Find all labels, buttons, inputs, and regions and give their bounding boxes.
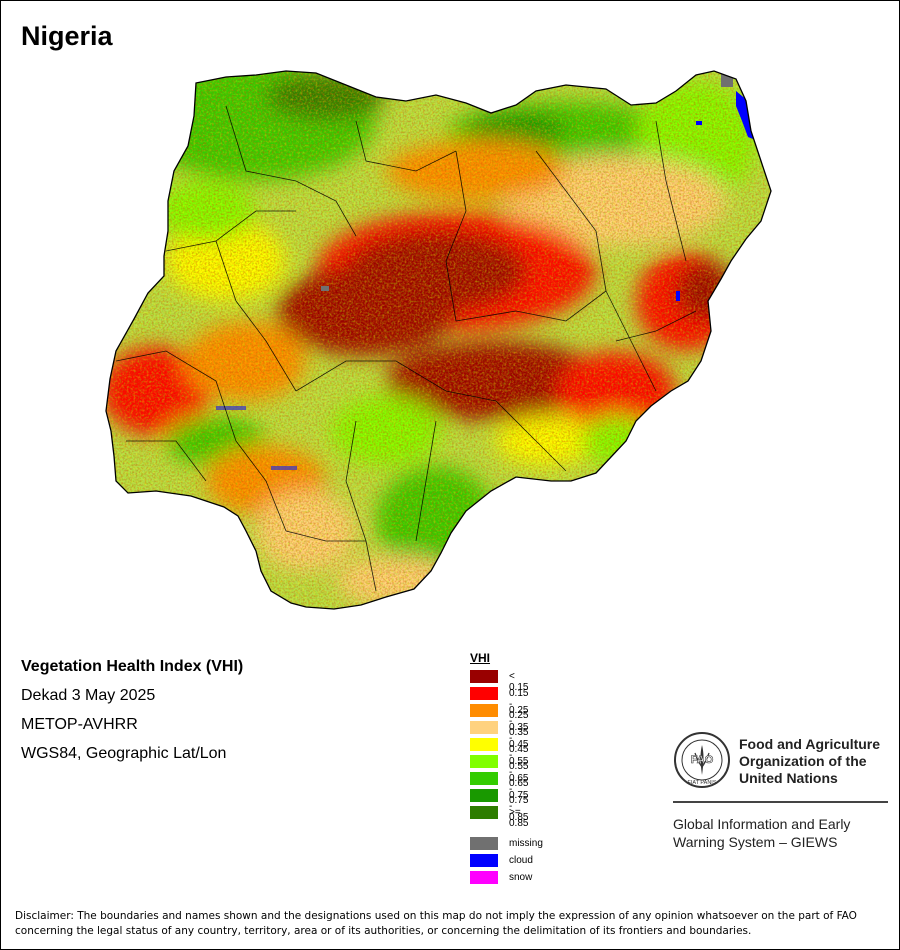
legend-swatch: [470, 670, 498, 683]
legend-label: 0.45 - 0.55: [509, 739, 529, 772]
legend-swatch: [470, 721, 498, 734]
legend-swatch: [470, 755, 498, 768]
sensor-label: METOP-AVHRR: [21, 716, 138, 733]
legend-swatch: [470, 704, 498, 717]
index-name: Vegetation Health Index (VHI): [21, 658, 244, 675]
legend-swatch: [470, 772, 498, 785]
legend-label: 0.25 - 0.35: [509, 705, 529, 738]
period-label: Dekad 3 May 2025: [21, 687, 156, 704]
legend-label: >= 0.85: [509, 807, 529, 829]
legend-label: missing: [509, 838, 543, 849]
legend-item: 0.65 - 0.75: [470, 770, 528, 806]
legend-item: 0.15 - 0.25: [470, 685, 528, 721]
legend-item: < 0.15: [470, 668, 528, 693]
fao-name: Food and Agriculture Organization of the…: [739, 736, 881, 786]
legend-label: 0.65 - 0.75: [509, 773, 529, 806]
vhi-map: [105, 70, 772, 610]
legend-swatch: [470, 854, 498, 867]
legend-label: cloud: [509, 855, 533, 866]
fao-logo-motto: FIAT PANIS: [687, 780, 716, 786]
legend-label: snow: [509, 872, 533, 883]
legend-label: 0.15 - 0.25: [509, 688, 529, 721]
legend-item: 0.35 - 0.45: [470, 719, 528, 755]
legend-swatch: [470, 738, 498, 751]
legend-item: 0.45 - 0.55: [470, 736, 528, 772]
projection-label: WGS84, Geographic Lat/Lon: [21, 745, 227, 762]
legend-item: >= 0.85: [470, 804, 528, 829]
legend-item: 0.75 - 0.85: [470, 787, 528, 823]
legend-item: cloud: [470, 852, 533, 869]
legend-title: VHI: [470, 651, 491, 665]
giews-name: Global Information and Early Warning Sys…: [673, 816, 851, 850]
legend-swatch: [470, 789, 498, 802]
legend-label: 0.55 - 0.65: [509, 756, 529, 789]
legend-classes: < 0.15 0.15 - 0.25 0.25 - 0.35 0.35 - 0.45 0…: [470, 668, 528, 829]
legend-item: 0.25 - 0.35: [470, 702, 528, 738]
legend-swatch: [470, 687, 498, 700]
disclaimer: Disclaimer: The boundaries and names sho…: [15, 910, 857, 937]
legend-item: snow: [470, 869, 532, 886]
legend-label: 0.75 - 0.85: [509, 790, 529, 823]
legend-item: 0.55 - 0.65: [470, 753, 528, 789]
legend-label: < 0.15: [509, 671, 529, 693]
legend: VHI < 0.15 0.15 - 0.25 0.25 - 0.35 0.35 - 0…: [470, 651, 543, 886]
legend-swatch: [470, 871, 498, 884]
fao-logo: FAO FIAT PANIS: [674, 732, 730, 788]
divider: [673, 801, 888, 803]
map-title: Nigeria: [21, 21, 113, 51]
map-info: Vegetation Health Index (VHI) Dekad 3 Ma…: [21, 658, 243, 774]
legend-label: 0.35 - 0.45: [509, 722, 529, 755]
legend-swatch: [470, 837, 498, 850]
legend-item: missing: [470, 835, 543, 852]
legend-special: missing cloud snow: [470, 835, 543, 886]
legend-swatch: [470, 806, 498, 819]
fao-logo-text: FAO: [691, 754, 714, 766]
